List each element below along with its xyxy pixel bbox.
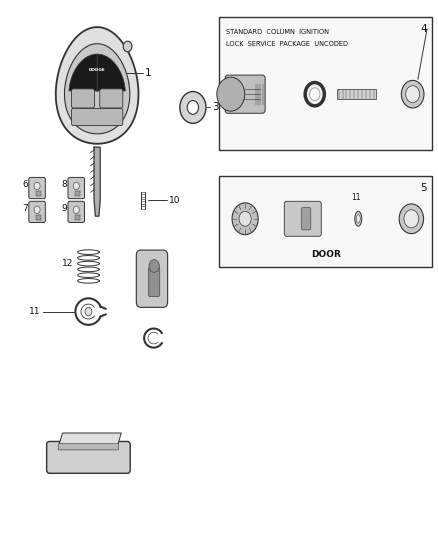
Circle shape [149,260,159,272]
Circle shape [305,83,324,106]
Polygon shape [59,433,121,445]
Circle shape [180,92,206,123]
Circle shape [187,101,198,114]
Ellipse shape [355,212,362,226]
Text: LOCK  SERVICE  PACKAGE  UNCODED: LOCK SERVICE PACKAGE UNCODED [226,41,347,47]
Polygon shape [64,44,130,134]
Bar [36,191,41,196]
Text: 10: 10 [169,196,180,205]
Text: 6: 6 [22,180,28,189]
Circle shape [404,210,419,228]
Circle shape [123,41,132,52]
Text: 1: 1 [145,68,152,78]
Circle shape [401,80,424,108]
FancyBboxPatch shape [71,89,95,108]
Circle shape [406,86,420,103]
Text: 11: 11 [29,307,41,316]
Text: STANDARD  COLUMN  IGNITION: STANDARD COLUMN IGNITION [226,29,328,35]
Text: 11: 11 [351,193,360,202]
Circle shape [73,182,79,190]
Bar [219,176,432,266]
Bar [336,89,376,100]
Circle shape [310,88,320,101]
Text: 8: 8 [61,180,67,189]
Circle shape [85,308,92,316]
FancyBboxPatch shape [68,201,85,222]
Polygon shape [94,147,100,216]
Circle shape [239,212,251,226]
Circle shape [34,206,40,214]
Polygon shape [69,54,125,92]
Bar [75,215,80,220]
Bar [36,215,41,220]
FancyBboxPatch shape [136,250,168,308]
Text: 7: 7 [22,204,28,213]
Bar [219,17,432,150]
FancyBboxPatch shape [225,75,265,114]
Ellipse shape [356,215,360,223]
FancyBboxPatch shape [47,441,130,473]
Text: 5: 5 [420,183,427,193]
FancyBboxPatch shape [58,443,119,450]
FancyBboxPatch shape [29,177,46,199]
FancyBboxPatch shape [284,201,321,236]
Text: DODGE: DODGE [89,68,106,72]
Text: 3: 3 [212,102,219,112]
FancyBboxPatch shape [29,201,46,222]
Text: 4: 4 [420,24,427,34]
Polygon shape [56,27,138,144]
Bar [75,191,80,196]
Text: DOOR: DOOR [311,251,341,260]
FancyBboxPatch shape [301,208,311,230]
Circle shape [399,204,424,233]
Circle shape [217,77,245,111]
FancyBboxPatch shape [100,89,123,108]
Circle shape [73,206,79,214]
FancyBboxPatch shape [71,109,123,125]
Text: 9: 9 [61,204,67,213]
FancyBboxPatch shape [68,177,85,199]
FancyBboxPatch shape [148,267,160,297]
Circle shape [232,203,258,235]
Text: 12: 12 [62,260,73,268]
Circle shape [34,182,40,190]
